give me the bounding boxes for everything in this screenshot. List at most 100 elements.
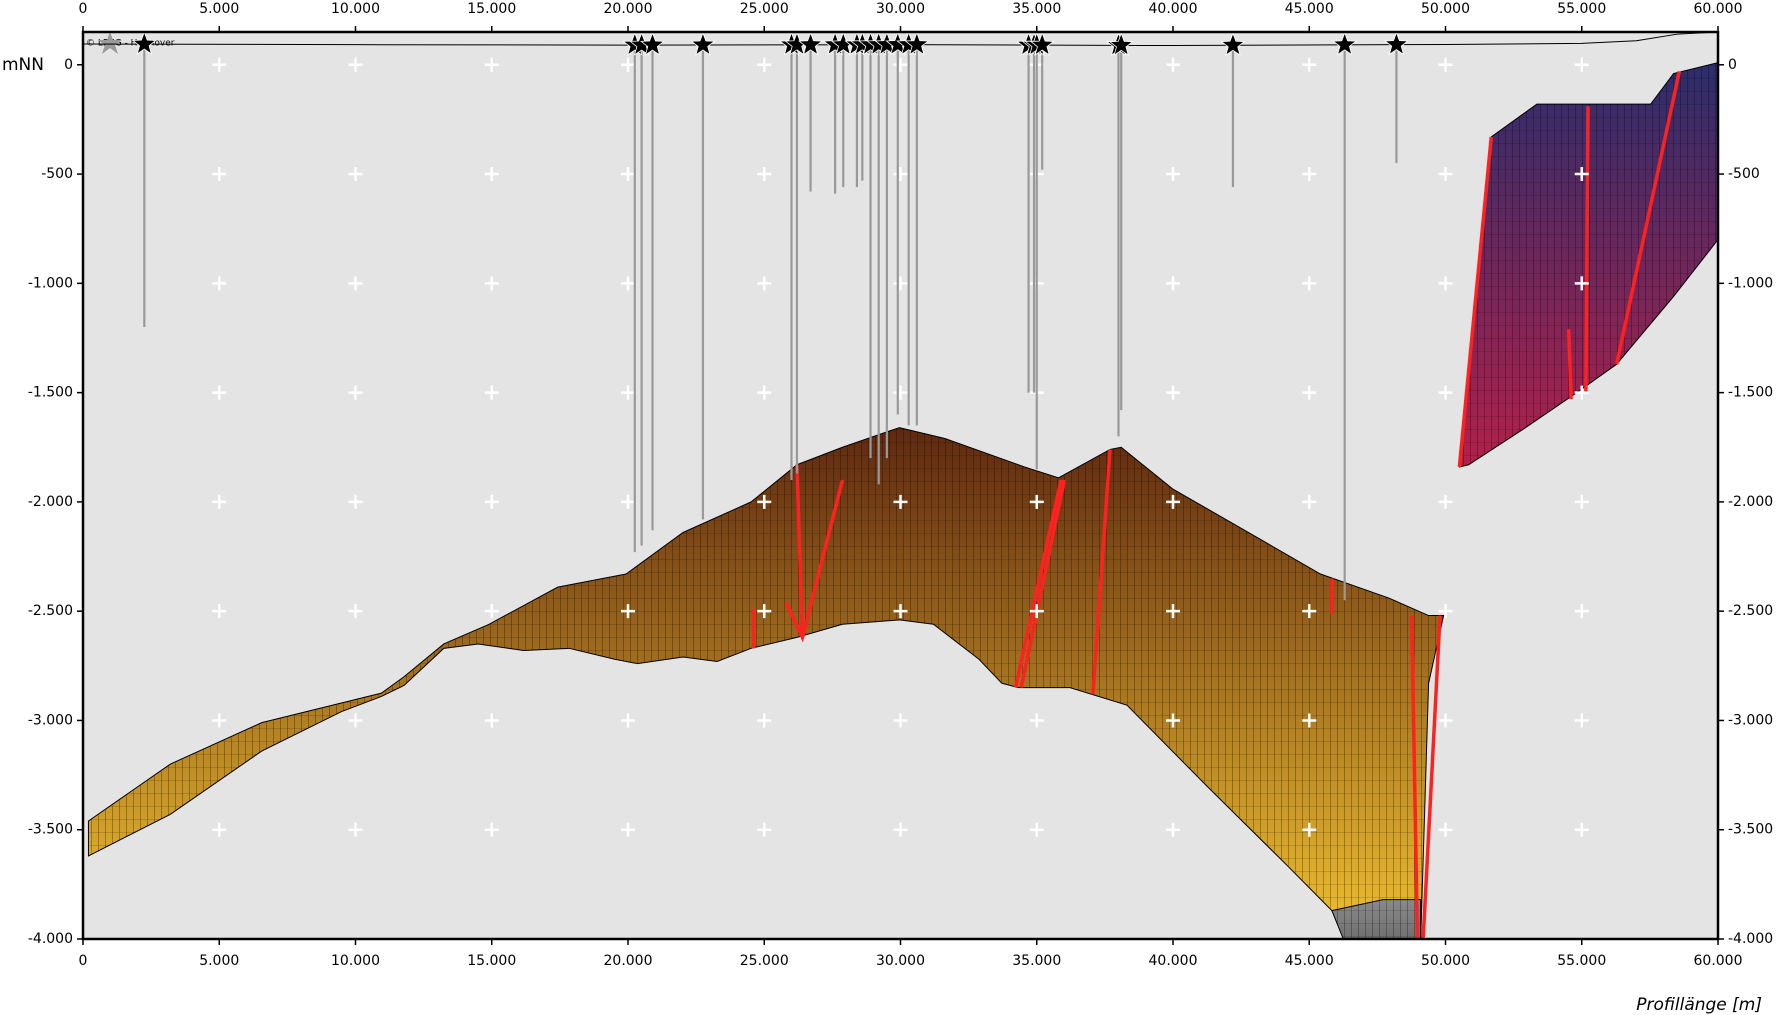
x-axis-label: Profillänge [m] <box>1636 995 1762 1015</box>
grid-cross <box>1302 276 1317 291</box>
grid-cross <box>893 604 908 619</box>
grid-cross <box>212 57 227 72</box>
grid-cross <box>484 494 499 509</box>
grid-cross <box>1302 604 1317 619</box>
y-tick-label-right: -1.500 <box>1728 385 1773 401</box>
grid-cross <box>1438 57 1453 72</box>
x-tick-label-top: 35.000 <box>1012 1 1061 17</box>
grid-cross <box>348 822 363 837</box>
x-tick-label: 10.000 <box>331 953 380 969</box>
x-tick-label-top: 20.000 <box>604 1 653 17</box>
grid-cross <box>348 494 363 509</box>
y-tick-label: -2.000 <box>28 494 73 510</box>
y-tick-label-right: -500 <box>1728 166 1760 182</box>
y-tick-label-right: -1.000 <box>1728 275 1773 291</box>
grid-cross <box>212 604 227 619</box>
grid-cross <box>1166 385 1180 400</box>
grid-cross <box>1302 494 1317 509</box>
well-marker <box>798 31 824 56</box>
grid-cross <box>484 276 499 291</box>
grid-cross <box>893 167 908 182</box>
grid-cross <box>1574 276 1589 291</box>
fault <box>1584 106 1590 393</box>
grid-cross <box>1166 604 1180 619</box>
y-axis-label: mNN <box>2 55 44 75</box>
x-tick-label: 20.000 <box>604 953 653 969</box>
fault <box>784 479 845 643</box>
x-tick-label-top: 55.000 <box>1557 1 1606 17</box>
fault <box>1566 329 1573 400</box>
x-tick-label: 25.000 <box>740 953 789 969</box>
fault <box>1421 615 1442 940</box>
grid-cross <box>1438 713 1453 728</box>
grid-cross <box>893 276 908 291</box>
grid-cross <box>757 494 772 509</box>
grid-cross <box>212 713 227 728</box>
grid-cross <box>757 713 772 728</box>
well-marker <box>131 31 157 55</box>
grid-cross <box>1438 822 1453 837</box>
grid-cross <box>484 604 499 619</box>
y-tick-label: -1.000 <box>28 275 73 291</box>
y-tick-label-right: -4.000 <box>1728 931 1773 947</box>
grid-cross <box>348 276 363 291</box>
x-tick-label: 45.000 <box>1285 953 1334 969</box>
grid-cross <box>893 822 908 837</box>
x-tick-label-top: 5.000 <box>199 1 239 17</box>
grid-cross <box>1438 276 1453 291</box>
grid-cross <box>1166 57 1180 72</box>
y-tick-label: -3.000 <box>28 712 73 728</box>
well-marker <box>640 31 666 56</box>
x-tick-label-top: 10.000 <box>331 1 380 17</box>
well-marker <box>1029 31 1055 56</box>
grid-cross <box>1574 822 1589 837</box>
grid-cross <box>348 385 363 400</box>
grid-cross <box>757 276 772 291</box>
x-tick-label: 15.000 <box>467 953 516 969</box>
x-tick-label: 60.000 <box>1694 953 1743 969</box>
well-marker <box>1332 31 1358 56</box>
y-tick-label-right: -2.000 <box>1728 494 1773 510</box>
fault <box>1457 136 1494 468</box>
x-tick-label-top: 25.000 <box>740 1 789 17</box>
grid-cross <box>893 57 908 72</box>
grid-cross <box>348 57 363 72</box>
grid-cross <box>212 822 227 837</box>
grid-cross <box>1029 822 1044 837</box>
grid-cross <box>484 167 499 182</box>
grid-cross <box>893 713 908 728</box>
grid-cross <box>1302 57 1317 72</box>
grid-cross <box>1302 713 1317 728</box>
grid-cross <box>1574 494 1589 509</box>
grid-cross <box>1166 494 1180 509</box>
grid-cross <box>893 494 908 509</box>
x-tick-label: 30.000 <box>876 953 925 969</box>
grid-cross <box>1166 713 1180 728</box>
grid-cross <box>621 276 635 291</box>
fault <box>1013 479 1063 689</box>
grid-cross <box>1166 167 1180 182</box>
grid-cross <box>1302 167 1317 182</box>
x-tick-label: 35.000 <box>1012 953 1061 969</box>
y-tick-label-right: -2.500 <box>1728 603 1773 619</box>
grid-cross <box>1438 385 1453 400</box>
grid-cross <box>212 494 227 509</box>
grid-cross <box>1029 713 1044 728</box>
grid-cross <box>757 57 772 72</box>
grid-cross <box>212 385 227 400</box>
y-tick-label-right: -3.000 <box>1728 712 1773 728</box>
grid-cross <box>1302 385 1317 400</box>
well-marker <box>690 31 716 56</box>
y-tick-label: -4.000 <box>28 931 73 947</box>
x-tick-label: 50.000 <box>1421 953 1470 969</box>
logo-star <box>98 32 122 54</box>
x-tick-label-top: 45.000 <box>1285 1 1334 17</box>
grid-cross <box>348 167 363 182</box>
grid-cross <box>348 713 363 728</box>
y-tick-label: -500 <box>41 166 73 182</box>
fault <box>1091 449 1112 695</box>
grid-cross <box>484 57 499 72</box>
copyright: © LBEG - Hannover <box>86 39 175 49</box>
grid-cross <box>1302 822 1317 837</box>
